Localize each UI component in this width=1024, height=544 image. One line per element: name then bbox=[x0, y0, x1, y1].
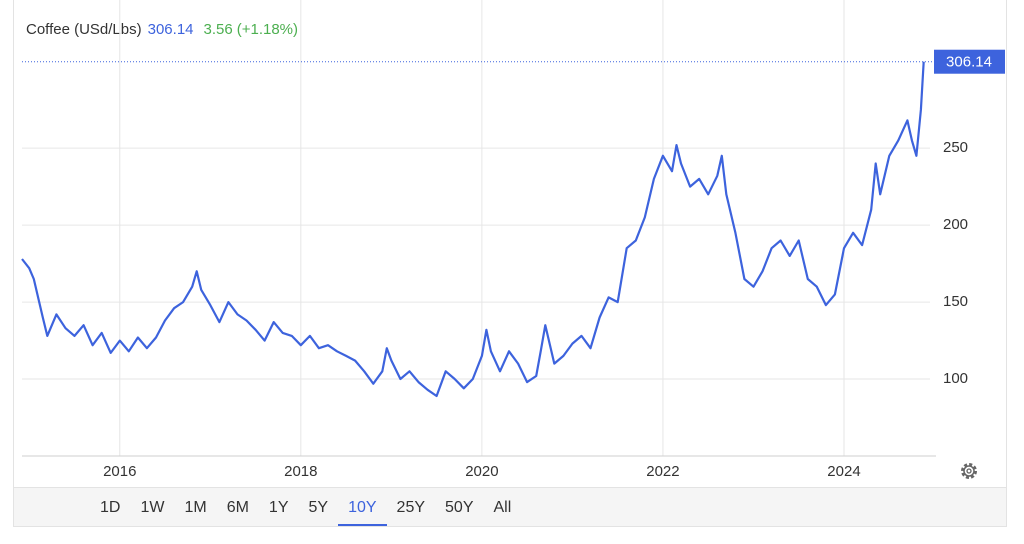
range-button[interactable]: 10Y bbox=[338, 488, 388, 527]
gear-teeth bbox=[961, 463, 977, 479]
range-button[interactable]: 1M bbox=[184, 498, 207, 516]
x-tick-label: 2022 bbox=[646, 463, 679, 480]
header-change: 3.56 bbox=[204, 21, 233, 38]
range-bar: 1D 1W 1M 6M 1Y 5Y 10Y 25Y 50Y All bbox=[14, 487, 1006, 526]
x-tick-label: 2024 bbox=[827, 463, 860, 480]
y-tick-label: 150 bbox=[943, 293, 968, 310]
last-value-box bbox=[934, 49, 1005, 74]
header-price: 306.14 bbox=[148, 21, 194, 38]
range-button[interactable]: 25Y bbox=[396, 498, 426, 516]
x-tick-label: 2016 bbox=[103, 463, 136, 480]
chart: Coffee (USd/Lbs) 306.14 3.56 (+1.18%) 100 15… bbox=[21, 0, 1005, 480]
range-button[interactable]: 6M bbox=[226, 498, 249, 516]
y-tick-label: 100 bbox=[943, 370, 968, 387]
chart-title: Coffee (USd/Lbs) bbox=[26, 21, 142, 38]
y-tick-label: 200 bbox=[943, 216, 968, 233]
price-line bbox=[21, 61, 925, 398]
settings-icon[interactable] bbox=[961, 463, 977, 479]
header-change-pct: (+1.18%) bbox=[237, 21, 298, 38]
range-button[interactable]: 1D bbox=[100, 498, 121, 516]
range-button[interactable]: 1W bbox=[140, 498, 165, 516]
last-value-label: 306.14 bbox=[946, 54, 992, 71]
y-tick-label: 250 bbox=[943, 139, 968, 156]
range-button[interactable]: All bbox=[493, 498, 512, 516]
range-button[interactable]: 5Y bbox=[308, 498, 329, 516]
x-tick-label: 2018 bbox=[284, 463, 317, 480]
chart-frame bbox=[13, 0, 1007, 527]
range-button[interactable]: 1Y bbox=[268, 498, 289, 516]
gear-hole bbox=[966, 468, 972, 474]
range-button[interactable]: 50Y bbox=[445, 498, 474, 516]
gear-body bbox=[963, 465, 975, 477]
x-tick-label: 2020 bbox=[465, 463, 498, 480]
